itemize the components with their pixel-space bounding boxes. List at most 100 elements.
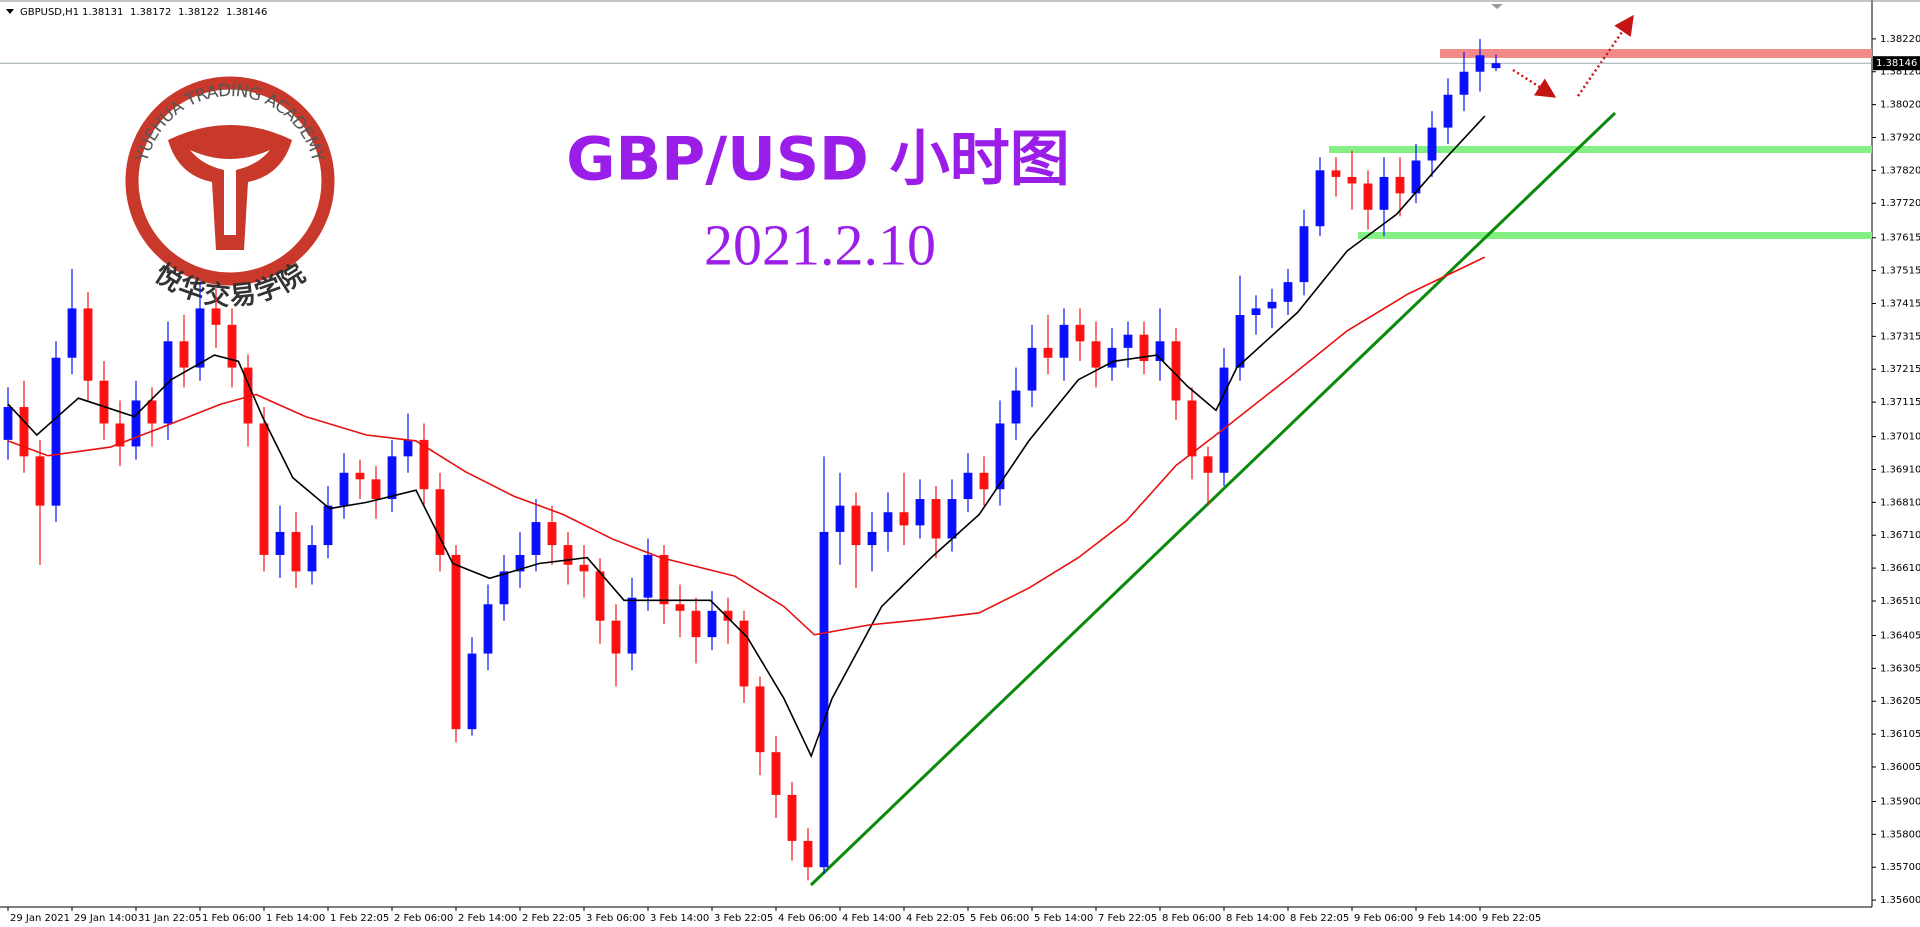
- candle-body: [307, 545, 317, 572]
- x-tick-label: 4 Feb 14:00: [842, 913, 901, 924]
- menu-icon[interactable]: [6, 9, 14, 14]
- y-tick-label: 1.35600: [1880, 895, 1920, 906]
- x-tick-label: 1 Feb 14:00: [266, 913, 325, 924]
- candle-body: [851, 505, 861, 546]
- x-tick-label: 5 Feb 06:00: [970, 913, 1029, 924]
- y-tick-label: 1.36910: [1880, 464, 1920, 475]
- y-tick-label: 1.35700: [1880, 862, 1920, 873]
- y-tick-label: 1.36405: [1880, 630, 1920, 641]
- candle-body: [435, 489, 445, 555]
- candle-body: [1059, 324, 1069, 358]
- candle-body: [83, 308, 93, 381]
- x-tick-label: 4 Feb 06:00: [778, 913, 837, 924]
- candle-body: [755, 686, 765, 753]
- x-tick-label: 2 Feb 14:00: [458, 913, 517, 924]
- y-tick-label: 1.37215: [1880, 364, 1920, 375]
- y-tick-label: 1.38220: [1880, 34, 1920, 45]
- y-tick-label: 1.38120: [1880, 67, 1920, 78]
- x-tick-label: 5 Feb 14:00: [1034, 913, 1093, 924]
- candle-body: [51, 357, 61, 506]
- candle-body: [1123, 334, 1133, 348]
- last-price-label: 1.38146: [1876, 58, 1917, 69]
- candle-body: [339, 472, 349, 506]
- candle-body: [691, 610, 701, 638]
- candle-body: [19, 407, 29, 457]
- candle-body: [1411, 160, 1421, 194]
- header-value: 1.38172: [130, 7, 171, 18]
- candle-body: [1299, 226, 1309, 283]
- x-tick-label: 3 Feb 14:00: [650, 913, 709, 924]
- support-zone: [1358, 232, 1872, 239]
- candle-body: [259, 423, 269, 555]
- candle-body: [1283, 282, 1293, 302]
- candle-body: [1491, 63, 1501, 69]
- candle-body: [1043, 347, 1053, 358]
- y-tick-label: 1.37615: [1880, 233, 1920, 244]
- candle-body: [371, 479, 381, 500]
- candle-body: [403, 439, 413, 457]
- candle-body: [99, 380, 109, 424]
- x-tick-label: 2 Feb 22:05: [522, 913, 581, 924]
- y-tick-label: 1.38020: [1880, 100, 1920, 111]
- candle-body: [867, 531, 877, 546]
- candle-body: [835, 505, 845, 532]
- candle-body: [355, 472, 365, 480]
- y-tick-label: 1.37920: [1880, 132, 1920, 143]
- candle-body: [1443, 94, 1453, 128]
- candle-body: [451, 554, 461, 730]
- candle-body: [3, 407, 13, 440]
- candle-body: [387, 456, 397, 500]
- candle-body: [803, 840, 813, 868]
- y-tick-label: 1.36710: [1880, 530, 1920, 541]
- candle-body: [131, 400, 141, 447]
- candle-body: [595, 571, 605, 621]
- y-tick-label: 1.36005: [1880, 762, 1920, 773]
- candle-body: [979, 472, 989, 490]
- x-tick-label: 8 Feb 22:05: [1290, 913, 1349, 924]
- x-tick-label: 2 Feb 06:00: [394, 913, 453, 924]
- header-value: 1.38131: [82, 7, 123, 18]
- candle-body: [675, 604, 685, 611]
- shift-marker: [1491, 4, 1503, 9]
- symbol: GBPUSD,H1: [20, 7, 79, 18]
- y-tick-label: 1.36305: [1880, 663, 1920, 674]
- candle-body: [563, 545, 573, 565]
- candle-body: [1011, 390, 1021, 424]
- candle-body: [275, 531, 285, 555]
- candle-body: [1267, 301, 1277, 309]
- trend-line: [809, 111, 1617, 887]
- candle-body: [35, 456, 45, 506]
- chart-subtitle: 2021.2.10: [704, 212, 936, 277]
- candle-body: [1363, 183, 1373, 210]
- candle-body: [915, 499, 925, 526]
- header-value: 1.38122: [178, 7, 219, 18]
- candle-body: [995, 423, 1005, 490]
- candle-body: [1187, 400, 1197, 457]
- y-tick-label: 1.37820: [1880, 165, 1920, 176]
- candle-body: [771, 752, 781, 795]
- y-tick-label: 1.35900: [1880, 796, 1920, 807]
- candle-body: [1139, 334, 1149, 362]
- candle-body: [931, 499, 941, 539]
- x-tick-label: 3 Feb 22:05: [714, 913, 773, 924]
- resistance-zone: [1440, 49, 1872, 58]
- candle-body: [1395, 176, 1405, 194]
- support-zone: [1329, 146, 1872, 153]
- y-tick-label: 1.37010: [1880, 432, 1920, 443]
- candle-body: [211, 308, 221, 325]
- x-tick-label: 9 Feb 06:00: [1354, 913, 1413, 924]
- candle-body: [643, 554, 653, 598]
- candle-body: [723, 610, 733, 621]
- candle-body: [947, 499, 957, 539]
- x-tick-label: 29 Jan 14:00: [74, 913, 137, 924]
- x-tick-label: 7 Feb 22:05: [1098, 913, 1157, 924]
- candle-body: [547, 522, 557, 546]
- candle-body: [1379, 176, 1389, 210]
- candle-body: [499, 571, 509, 605]
- y-tick-label: 1.36610: [1880, 563, 1920, 574]
- plot: [0, 38, 1872, 881]
- moving-average: [7, 115, 1486, 759]
- candle-body: [179, 341, 189, 368]
- y-tick-label: 1.37515: [1880, 266, 1920, 277]
